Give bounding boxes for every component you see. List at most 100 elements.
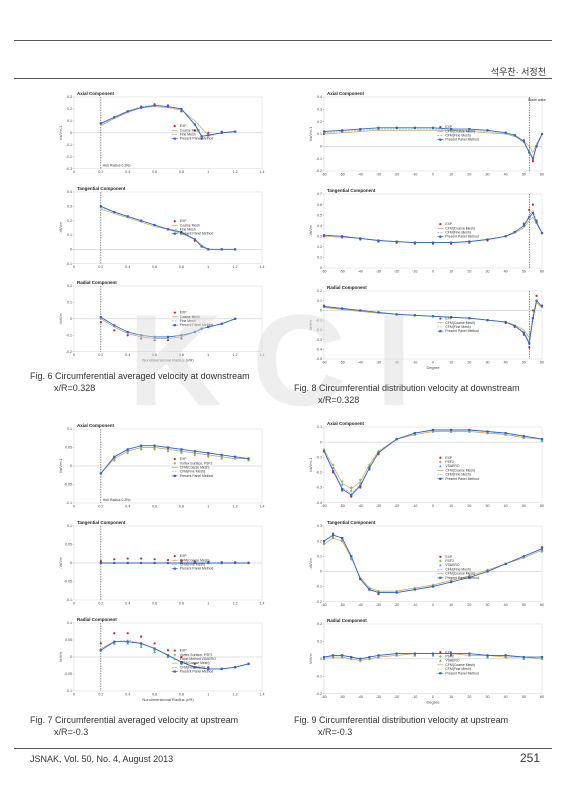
chart-panel: Axial Component 0.1 0.05 0 -0.05 -0.1 0 0.2 0.4 0… bbox=[58, 420, 268, 511]
data-point bbox=[193, 662, 196, 665]
x-tick-label: 0 bbox=[432, 603, 434, 607]
data-point bbox=[206, 455, 210, 459]
data-point bbox=[504, 131, 507, 134]
x-tick-label: 0 bbox=[432, 270, 434, 274]
data-point bbox=[322, 657, 326, 661]
legend-label: CFM(Coarse Mesh) bbox=[180, 465, 210, 469]
top-rule bbox=[14, 40, 552, 41]
data-point bbox=[341, 235, 344, 238]
y-tick-label: 0.1 bbox=[67, 233, 72, 237]
y-tick-label: -0.1 bbox=[66, 689, 72, 693]
series-line bbox=[323, 431, 543, 490]
legend-marker bbox=[173, 137, 176, 140]
data-point bbox=[531, 160, 535, 163]
series-line bbox=[323, 534, 543, 593]
data-point bbox=[513, 324, 516, 328]
x-tick-label: -40 bbox=[358, 695, 363, 699]
data-point bbox=[99, 642, 102, 645]
data-point bbox=[350, 656, 353, 659]
y-axis-label: -Vt/V∞ bbox=[308, 557, 313, 569]
data-point bbox=[531, 203, 535, 206]
data-point bbox=[126, 448, 129, 451]
x-tick-label: 1.2 bbox=[233, 170, 238, 174]
legend-label: CFM(Coarse Mesh) bbox=[445, 468, 475, 472]
x-tick-label: -30 bbox=[376, 173, 381, 177]
legend-label: Vortex Surface, PSF2 bbox=[180, 653, 213, 657]
x-axis-label: Nondimensional Radius (r/R) bbox=[142, 697, 194, 702]
data-point bbox=[528, 208, 531, 211]
data-point bbox=[322, 132, 326, 136]
x-tick-label: -20 bbox=[394, 603, 399, 607]
x-tick-label: -50 bbox=[340, 361, 345, 365]
x-tick-label: -10 bbox=[412, 270, 417, 274]
x-tick-label: 0 bbox=[73, 170, 75, 174]
x-tick-label: 20 bbox=[467, 603, 471, 607]
x-tick-label: 0.2 bbox=[98, 353, 103, 357]
x-tick-label: -20 bbox=[394, 270, 399, 274]
legend-marker bbox=[439, 672, 442, 675]
y-tick-label: -0.3 bbox=[316, 486, 322, 490]
legend-label: Present Panel Method bbox=[445, 329, 479, 333]
caption-line: Fig. 9 Circumferential distribution velo… bbox=[294, 715, 509, 725]
y-tick-label: -0.1 bbox=[316, 157, 322, 161]
legend-marker bbox=[173, 324, 176, 327]
y-tick-label: 0.1 bbox=[67, 119, 72, 123]
figure-8: Axial Component 0.4 0.3 0.2 0.1 0 -0.1 -0.2 -60-… bbox=[308, 88, 548, 373]
y-tick-label: -0.1 bbox=[66, 334, 72, 338]
y-tick-label: 0.1 bbox=[317, 554, 322, 558]
data-point bbox=[140, 337, 143, 340]
legend-label: EXP bbox=[445, 554, 453, 558]
legend-marker bbox=[173, 219, 176, 222]
data-point bbox=[220, 322, 223, 326]
data-point bbox=[377, 654, 380, 657]
y-tick-label: -0.4 bbox=[316, 347, 322, 351]
blade-wake-note: Blade wake bbox=[528, 98, 546, 102]
legend-marker bbox=[439, 222, 442, 226]
legend-label: CFM(Fine Mesh) bbox=[445, 567, 470, 571]
data-point bbox=[140, 561, 143, 565]
data-point bbox=[126, 561, 129, 565]
x-tick-label: -60 bbox=[321, 173, 326, 177]
panel-title: Tangential Component bbox=[327, 188, 376, 193]
x-tick-label: 1.2 bbox=[233, 265, 238, 269]
data-point bbox=[322, 656, 326, 659]
data-point bbox=[220, 247, 223, 251]
x-tick-label: 60 bbox=[540, 270, 544, 274]
legend-label: EXP bbox=[445, 456, 453, 460]
data-point bbox=[99, 472, 102, 475]
series-line bbox=[323, 653, 542, 660]
chart-panel: Radial Component 0.1 0.05 0 -0.05 -0.1 0 0.2 0.4… bbox=[58, 614, 268, 705]
x-tick-label: 60 bbox=[540, 695, 544, 699]
caption-line: Fig. 7 Circumferential averaged velocity… bbox=[30, 715, 239, 725]
data-point bbox=[207, 134, 210, 137]
data-point bbox=[431, 428, 435, 432]
data-point bbox=[513, 230, 516, 234]
data-point bbox=[126, 110, 129, 113]
data-point bbox=[153, 650, 156, 653]
y-tick-label: 0.2 bbox=[67, 285, 72, 289]
chart-panel: Tangential Component 0.3 0.2 0.1 0 -0.1 -0.2 -6… bbox=[308, 516, 548, 610]
x-tick-label: 0.4 bbox=[125, 353, 130, 357]
x-tick-label: -10 bbox=[412, 173, 417, 177]
x-tick-label: -30 bbox=[376, 695, 381, 699]
x-tick-label: -60 bbox=[321, 504, 326, 508]
y-tick-label: 0.05 bbox=[65, 638, 72, 642]
data-point bbox=[522, 140, 525, 143]
data-point bbox=[368, 466, 371, 469]
x-tick-label: 60 bbox=[540, 504, 544, 508]
series-line bbox=[323, 429, 543, 496]
data-point bbox=[180, 559, 183, 562]
data-point bbox=[413, 652, 416, 656]
x-tick-label: 1.4 bbox=[260, 170, 265, 174]
x-tick-label: 0.6 bbox=[152, 265, 157, 269]
data-point bbox=[450, 127, 453, 131]
data-point bbox=[99, 560, 102, 563]
x-tick-label: 0.4 bbox=[125, 505, 130, 509]
data-point bbox=[504, 431, 507, 435]
panel-title: Tangential Component bbox=[77, 186, 126, 191]
data-point bbox=[220, 453, 223, 456]
y-tick-label: 0.5 bbox=[317, 213, 322, 217]
series-line bbox=[324, 653, 543, 662]
